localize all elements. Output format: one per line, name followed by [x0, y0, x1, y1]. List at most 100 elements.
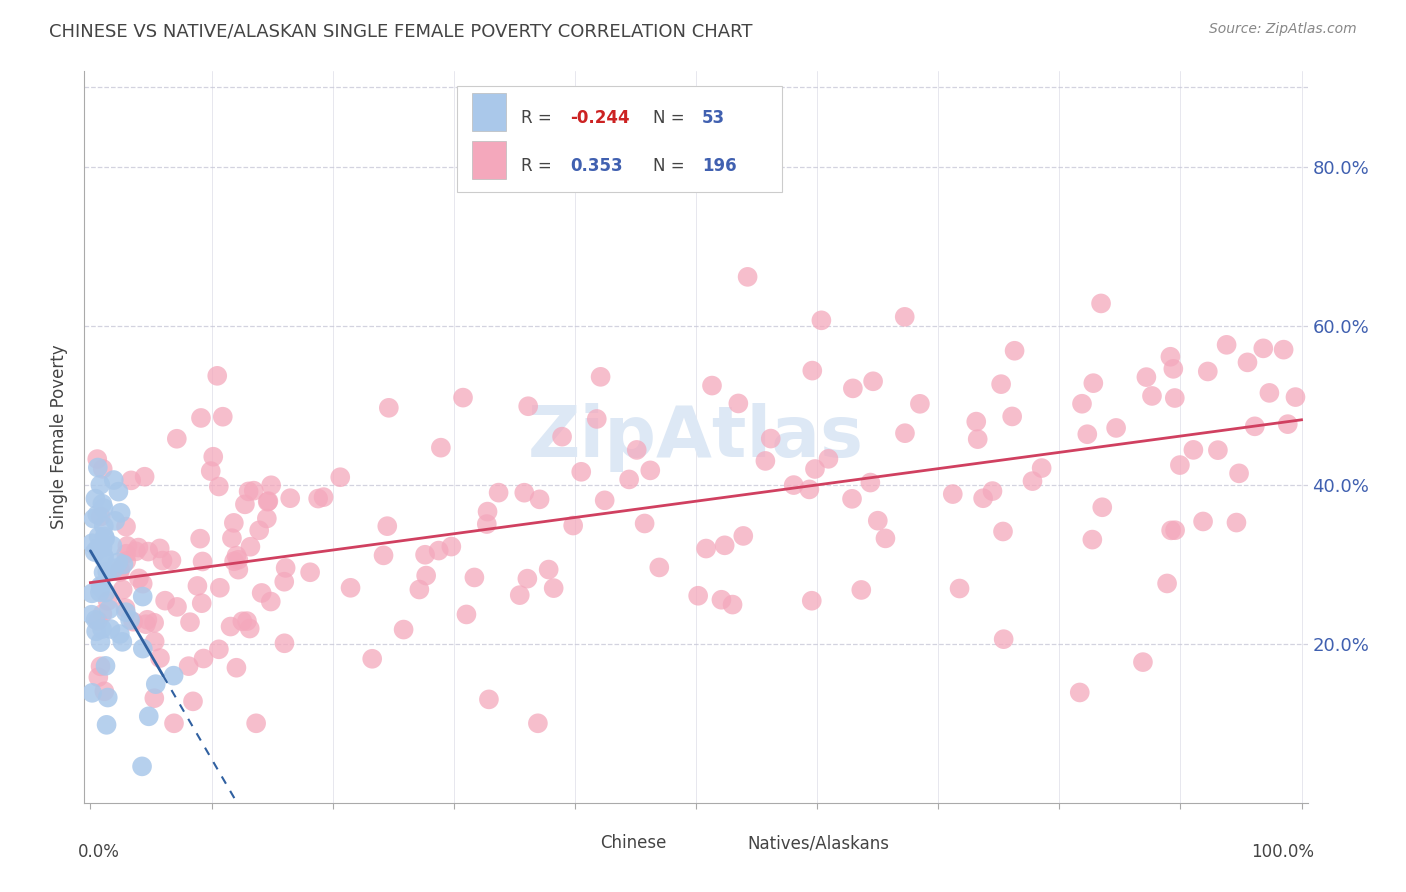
Text: R =: R = [522, 109, 557, 127]
Point [569, 465, 592, 479]
Point [965, 415, 987, 429]
Point [91, 540, 114, 554]
Point [96, 718, 118, 732]
Point [1132, 655, 1154, 669]
Point [87, 614, 110, 628]
Point [551, 430, 574, 444]
Point [110, 506, 132, 520]
Point [339, 581, 361, 595]
Point [153, 593, 176, 607]
Point [415, 568, 437, 582]
Point [710, 592, 733, 607]
Point [104, 514, 127, 528]
Point [91, 497, 114, 511]
Point [191, 554, 214, 568]
Text: 0.353: 0.353 [569, 156, 623, 175]
Point [160, 553, 183, 567]
Point [1004, 343, 1026, 358]
Point [862, 374, 884, 388]
Point [721, 598, 744, 612]
Point [132, 641, 155, 656]
Point [84, 613, 107, 627]
Point [100, 622, 122, 636]
Point [783, 478, 806, 492]
Point [91, 622, 114, 636]
Text: N =: N = [654, 109, 690, 127]
Point [1277, 417, 1299, 432]
Text: Natives/Alaskans: Natives/Alaskans [748, 834, 890, 852]
Point [136, 544, 159, 558]
Text: 0.0%: 0.0% [79, 843, 120, 861]
Point [117, 539, 139, 553]
Point [1076, 427, 1098, 442]
Point [1168, 458, 1191, 472]
Point [80, 586, 103, 600]
Point [162, 668, 184, 682]
Point [801, 363, 824, 377]
Point [193, 651, 215, 665]
Point [1258, 385, 1281, 400]
Point [143, 615, 166, 630]
Point [256, 494, 278, 508]
Point [509, 588, 531, 602]
Point [149, 541, 172, 556]
Point [87, 460, 110, 475]
Point [273, 636, 295, 650]
Point [131, 759, 153, 773]
Text: -0.244: -0.244 [569, 109, 630, 127]
Point [163, 716, 186, 731]
Point [242, 483, 264, 498]
Point [208, 479, 231, 493]
Bar [568, 832, 595, 854]
Point [134, 469, 156, 483]
Point [299, 566, 322, 580]
Text: Chinese: Chinese [600, 834, 666, 852]
Point [111, 635, 134, 649]
Point [942, 487, 965, 501]
Point [1182, 442, 1205, 457]
Point [80, 536, 103, 550]
Point [804, 462, 827, 476]
Point [93, 529, 115, 543]
Point [225, 549, 247, 563]
Point [737, 269, 759, 284]
Point [131, 576, 153, 591]
Point [1197, 364, 1219, 378]
Point [238, 484, 260, 499]
Point [245, 716, 267, 731]
Point [1081, 533, 1104, 547]
Point [143, 634, 166, 648]
Point [222, 516, 245, 530]
Point [120, 474, 142, 488]
Point [440, 540, 463, 554]
Text: 196: 196 [702, 156, 737, 175]
Point [1160, 524, 1182, 538]
Point [1091, 500, 1114, 515]
Point [225, 661, 247, 675]
Point [1164, 391, 1187, 405]
Point [228, 553, 250, 567]
Point [93, 519, 115, 533]
Point [103, 473, 125, 487]
Point [1206, 443, 1229, 458]
Point [543, 581, 565, 595]
Point [84, 491, 107, 506]
Point [114, 601, 136, 615]
Point [211, 409, 233, 424]
Point [111, 582, 134, 597]
Point [112, 558, 135, 572]
Point [82, 686, 104, 700]
Text: R =: R = [522, 156, 557, 175]
Point [617, 472, 640, 486]
Point [97, 602, 120, 616]
Point [86, 541, 108, 556]
Text: CHINESE VS NATIVE/ALASKAN SINGLE FEMALE POVERTY CORRELATION CHART: CHINESE VS NATIVE/ALASKAN SINGLE FEMALE … [49, 22, 752, 40]
Point [257, 494, 280, 508]
Point [221, 531, 243, 545]
Point [103, 561, 125, 575]
Point [233, 497, 256, 511]
Point [908, 397, 931, 411]
Y-axis label: Single Female Poverty: Single Female Poverty [51, 345, 69, 529]
Point [115, 605, 138, 619]
Point [200, 464, 222, 478]
